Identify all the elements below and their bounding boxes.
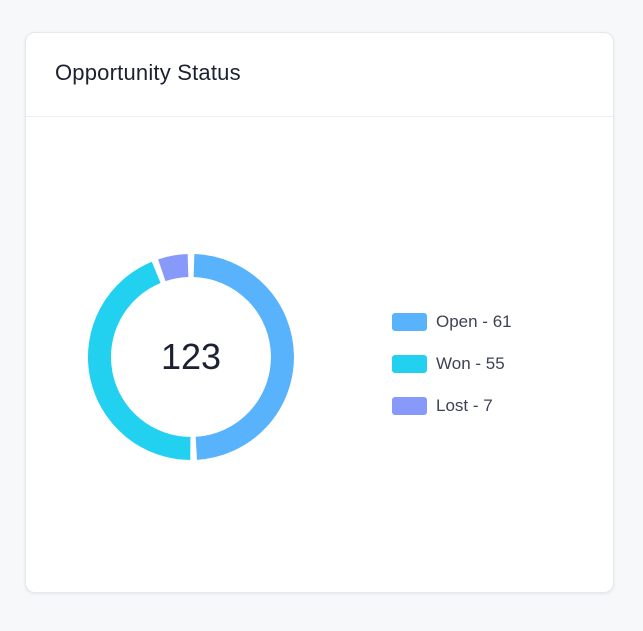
legend-item-open[interactable]: Open - 61	[392, 301, 512, 343]
legend-swatch-open	[392, 313, 427, 331]
donut-chart	[88, 254, 294, 460]
legend-item-won[interactable]: Won - 55	[392, 343, 512, 385]
donut-slice-lost[interactable]	[158, 254, 189, 282]
legend-item-lost[interactable]: Lost - 7	[392, 385, 512, 427]
legend-swatch-won	[392, 355, 427, 373]
card-header: Opportunity Status	[26, 33, 613, 117]
legend-swatch-lost	[392, 397, 427, 415]
donut-slice-won[interactable]	[88, 261, 191, 460]
legend-label-lost: Lost - 7	[436, 396, 493, 415]
donut-slice-open[interactable]	[193, 254, 294, 460]
card-title: Opportunity Status	[55, 59, 241, 85]
donut-center-total: 123	[160, 336, 222, 377]
chart-area: 123 Open - 61 Won - 55 Lost - 7	[26, 117, 613, 592]
opportunity-status-card: Opportunity Status 123 Open - 61 Won - 55…	[25, 32, 614, 593]
legend-label-won: Won - 55	[436, 354, 505, 373]
chart-legend: Open - 61 Won - 55 Lost - 7	[392, 301, 512, 427]
legend-label-open: Open - 61	[436, 312, 512, 331]
